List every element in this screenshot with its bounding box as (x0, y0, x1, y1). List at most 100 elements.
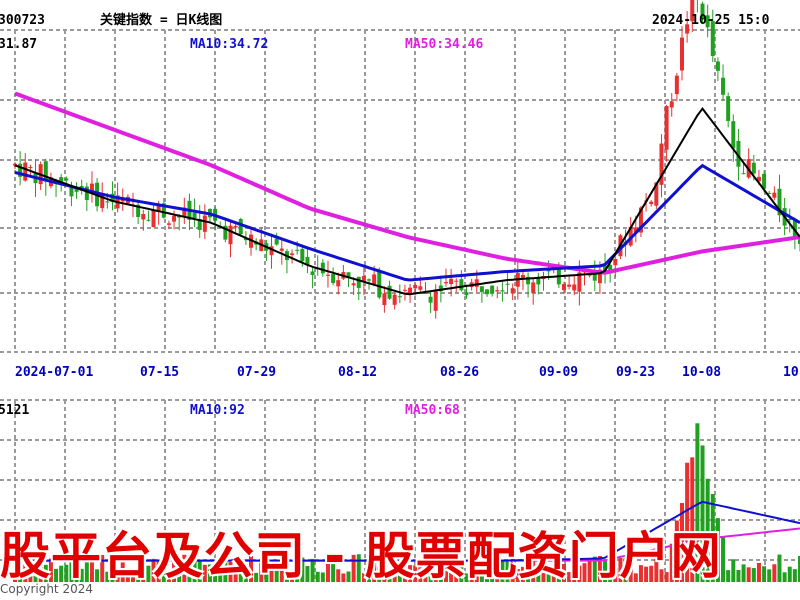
volume-ma10-line (15, 500, 800, 562)
volume-bar (674, 520, 679, 582)
candle-body (387, 285, 392, 299)
volume-bar (623, 557, 628, 582)
candle-body (520, 274, 525, 279)
candle-body (449, 278, 454, 285)
volume-bar (402, 564, 407, 582)
candle-body (654, 182, 659, 206)
volume-bar (633, 573, 638, 582)
candle-body (546, 270, 551, 272)
volume-bar (767, 569, 772, 582)
volume-bar (438, 571, 443, 582)
candle-body (310, 271, 315, 275)
candle-body (572, 284, 577, 291)
volume-bar (23, 563, 28, 582)
candle-body (762, 173, 767, 189)
volume-bar (510, 558, 515, 582)
candle-body (715, 61, 720, 71)
candle-body (43, 161, 48, 182)
volume-bar (777, 554, 782, 582)
volume-bar (638, 565, 643, 582)
volume-bar (469, 555, 474, 582)
moving-average-lines (14, 91, 800, 562)
candle-body (679, 37, 684, 71)
volume-bar (320, 572, 325, 582)
candle-body (382, 293, 387, 306)
candle-body (64, 178, 69, 181)
candle-body (505, 283, 510, 285)
candle-body (531, 282, 536, 293)
candle-body (18, 163, 23, 177)
volume-bars (13, 423, 800, 582)
candle-body (300, 248, 305, 262)
volume-bar (146, 565, 151, 582)
price-ma10-line (14, 163, 800, 282)
volume-bar (490, 562, 495, 582)
candle-body (192, 212, 197, 219)
volume-bar (726, 570, 731, 582)
volume-bar (105, 571, 110, 582)
date-label: 09-09 (539, 365, 578, 380)
volume-bar (207, 564, 212, 582)
volume-bar (54, 568, 59, 582)
candle-body (28, 166, 33, 168)
candle-body (141, 213, 146, 220)
candle-body (777, 188, 782, 216)
volume-bar (423, 565, 428, 582)
volume-bar (659, 569, 664, 582)
date-axis-labels: 2024-07-01 07-15 07-29 08-12 08-26 09-09 09-23… (15, 365, 799, 380)
copyright-text: Copyright 2024 (0, 582, 93, 596)
price-last-value: 31.87 (0, 37, 37, 52)
volume-bar (202, 564, 207, 582)
volume-bar (567, 572, 572, 582)
candle-body (731, 121, 736, 149)
candle-body (233, 225, 238, 228)
candle-body (325, 274, 330, 276)
candle-body (438, 285, 443, 292)
candle-body (674, 75, 679, 95)
candle-body (479, 286, 484, 293)
candle-body (669, 101, 674, 108)
volume-bar (798, 555, 800, 582)
candle-body (726, 96, 731, 121)
candle-body (172, 215, 177, 222)
price-ma50-line (14, 91, 800, 275)
candle-body (443, 282, 448, 284)
volume-bar (351, 554, 356, 582)
volume-bar (166, 572, 171, 582)
volume-bar (495, 571, 500, 582)
candle-body (100, 192, 105, 209)
volume-bar (741, 564, 746, 582)
candle-body (423, 292, 428, 294)
candle-body (454, 280, 459, 282)
volume-bar (279, 568, 284, 582)
volume-bar (223, 560, 228, 582)
volume-bar (597, 555, 602, 582)
date-label: 08-26 (440, 365, 479, 380)
volume-bar (249, 556, 254, 582)
volume-bar (136, 572, 141, 582)
volume-bar (161, 556, 166, 582)
candle-body (361, 276, 366, 282)
volume-bar (305, 566, 310, 582)
volume-bar (156, 559, 161, 582)
volume-bar (772, 564, 777, 582)
volume-bar (95, 569, 100, 582)
volume-bar (79, 568, 84, 582)
volume-bar (377, 567, 382, 582)
candle-body (500, 290, 505, 292)
candle-body (428, 296, 433, 303)
volume-bar (731, 559, 736, 582)
volume-bar (243, 572, 248, 582)
candle-body (721, 77, 726, 95)
candle-body (290, 253, 295, 256)
candle-body (685, 24, 690, 34)
volume-bar (787, 566, 792, 582)
volume-bar (520, 566, 525, 582)
volume-bar (100, 555, 105, 582)
candle-body (346, 272, 351, 279)
volume-bar (413, 565, 418, 582)
volume-bar (479, 556, 484, 582)
candle-body (710, 21, 715, 56)
candle-body (633, 227, 638, 233)
price-ma5-line (14, 107, 800, 296)
